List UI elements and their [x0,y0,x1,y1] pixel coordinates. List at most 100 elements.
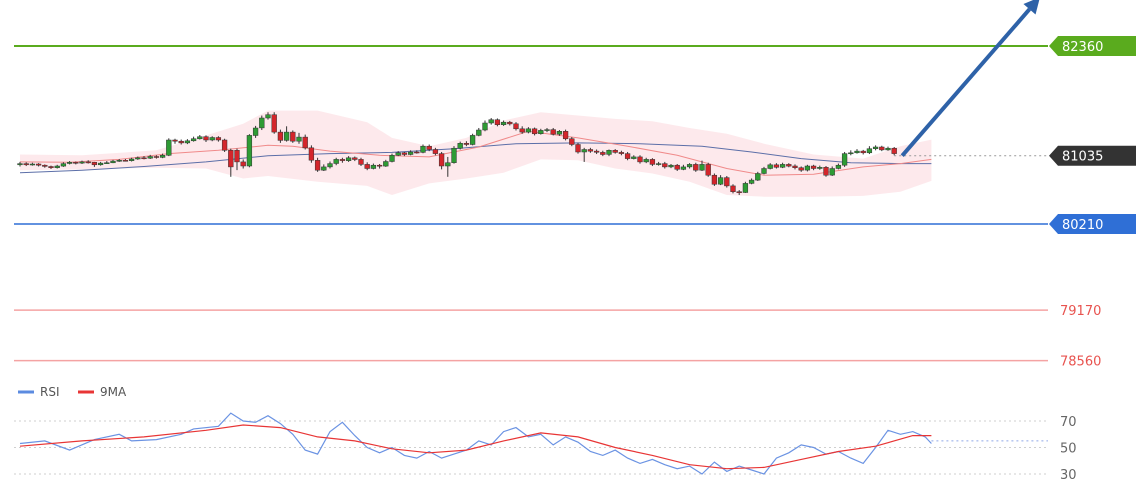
candle-body [383,161,389,167]
candle-body [221,139,228,151]
candle-body [358,159,364,165]
candle-body [345,157,352,161]
candle-body [488,119,494,124]
candle-body [426,145,432,150]
candle-body [643,159,649,163]
candle-body [463,143,470,145]
candle-body [432,149,439,154]
candle-body [246,135,253,167]
candle-body [48,166,54,168]
legend-label-rsi: RSI [40,385,60,399]
candle-body [569,138,575,145]
candle-body [804,165,811,171]
candle-body [525,128,532,133]
candle-body [872,146,879,149]
candle-body [35,163,42,166]
candle-body [891,147,897,154]
rsi-ma-line [19,424,932,470]
candle-body [91,162,98,166]
candle-body [866,148,873,154]
resistance-tag [1049,36,1136,56]
candle-body [748,179,755,184]
candle-body [166,139,172,156]
candle-body [451,147,457,163]
candle-body [85,161,91,164]
candle-body [624,153,631,159]
candlesticks [17,112,897,196]
candle-body [600,152,606,155]
candle-body [860,150,866,154]
rsi-panel: RSI 9MA 70 50 30 [14,385,1077,483]
candle-body [122,160,129,162]
candle-body [308,147,315,161]
candle-body [581,149,587,153]
candle-body [674,164,680,170]
current-tag [1049,145,1136,166]
candle-body [606,150,612,155]
support-2-label: 79170 [1060,304,1101,319]
candle-body [686,164,693,168]
candle-body [141,157,147,160]
candle-body [736,191,742,193]
candle-body [482,122,488,131]
candle-body [631,156,637,159]
candle-body [711,174,718,185]
candle-body [60,163,67,167]
candle-body [507,121,513,125]
candle-body [531,128,538,135]
moving-average-slow [19,142,932,174]
candle-body [73,162,79,164]
rsi-line [19,412,932,475]
candle-body [178,140,184,144]
candle-body [445,162,451,167]
candle-body [668,164,674,168]
candle-body [550,129,556,135]
candle-body [829,168,835,176]
candle-body [277,131,284,141]
candle-body [104,162,110,164]
candle-body [476,129,482,136]
candle-body [395,152,401,156]
candle-body [637,156,643,163]
candle-body [29,163,36,166]
candle-body [203,136,209,141]
candle-body [271,114,277,133]
candle-body [42,164,48,167]
candle-body [699,164,705,171]
target-arrow [900,0,1040,158]
candle-body [786,164,792,167]
candle-body [240,161,246,167]
candle-body [469,135,476,145]
candle-body [823,167,829,176]
bollinger-bands [20,110,932,197]
price-levels: 82360 81035 80210 79170 78560 [14,36,1136,370]
candle-body [401,152,408,155]
candle-body [407,151,414,155]
candle-body [562,131,569,140]
candle-body [810,165,817,169]
candle-body [296,136,302,142]
candle-body [79,161,85,164]
candle-body [438,153,445,167]
candle-body [649,159,656,165]
candle-body [389,155,395,162]
candle-body [854,150,860,154]
candle-body [761,168,767,174]
candle-body [538,130,544,134]
resistance-label: 82360 [1062,40,1103,55]
candle-body [290,131,296,142]
candle-body [414,151,420,154]
support-3-label: 78560 [1060,355,1101,370]
candle-body [147,156,153,159]
candle-body [593,150,600,153]
candle-body [742,183,749,193]
candle-body [259,117,265,129]
candle-body [153,156,160,158]
candle-body [544,129,550,131]
candle-body [228,150,234,168]
candle-body [197,136,203,140]
candle-body [841,153,848,166]
candle-body [556,131,563,135]
candle-body [135,157,141,160]
